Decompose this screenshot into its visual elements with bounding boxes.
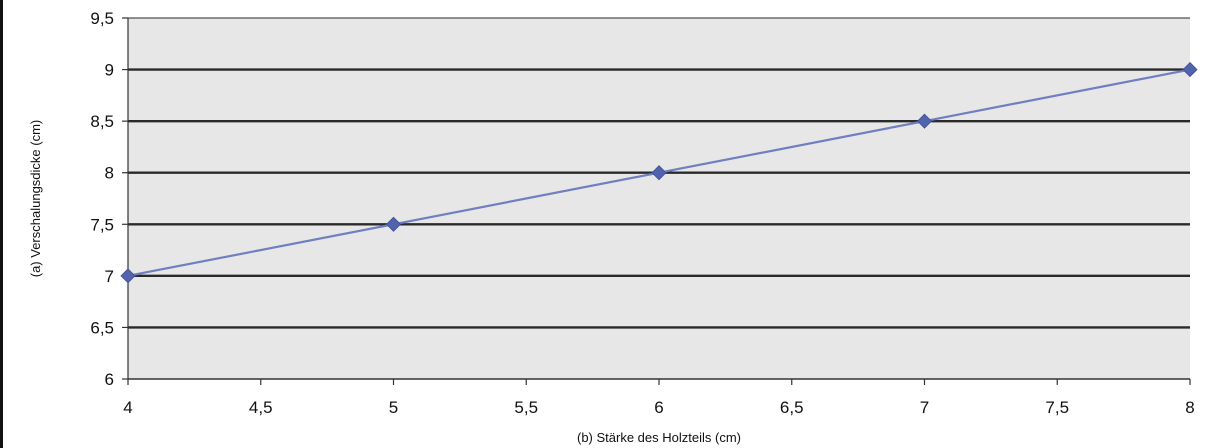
tick-label-y-2: 7 [105,267,114,286]
y-axis-label: (a) Verschalungsdicke (cm) [28,120,43,278]
tick-label-y-7: 9,5 [90,9,114,28]
plot-area [128,18,1190,379]
tick-label-x-2: 5 [389,398,398,417]
tick-label-x-3: 5,5 [514,398,538,417]
tick-label-x-8: 8 [1185,398,1194,417]
tick-label-x-7: 7,5 [1045,398,1069,417]
data-point-0-1 [385,216,402,232]
tick-label-x-0: 4 [123,398,132,417]
tick-label-x-4: 6 [654,398,663,417]
tick-label-y-6: 9 [105,61,114,80]
data-point-0-4 [1182,62,1198,78]
tick-label-y-0: 6 [105,370,114,389]
axes [122,17,1191,385]
tick-label-y-5: 8,5 [90,112,114,131]
left-border [0,0,3,448]
data-point-0-3 [916,113,933,129]
data-point-0-0 [120,268,136,284]
tick-labels: 6 6,5 7 7,5 8 8,5 9 9,5 4 4,5 5 5,5 6 6,5 7 7,5 8 [90,9,1194,417]
data-point-0-2 [651,165,667,181]
tick-label-x-1: 4,5 [249,398,273,417]
tick-label-y-3: 7,5 [90,215,114,234]
gridlines [128,17,1190,329]
x-axis-label: (b) Stärke des Holzteils (cm) [577,430,741,445]
series [120,62,1198,284]
tick-label-y-4: 8 [105,164,114,183]
tick-label-x-6: 7 [920,398,929,417]
tick-label-y-1: 6,5 [90,318,114,337]
tick-label-x-5: 6,5 [780,398,804,417]
